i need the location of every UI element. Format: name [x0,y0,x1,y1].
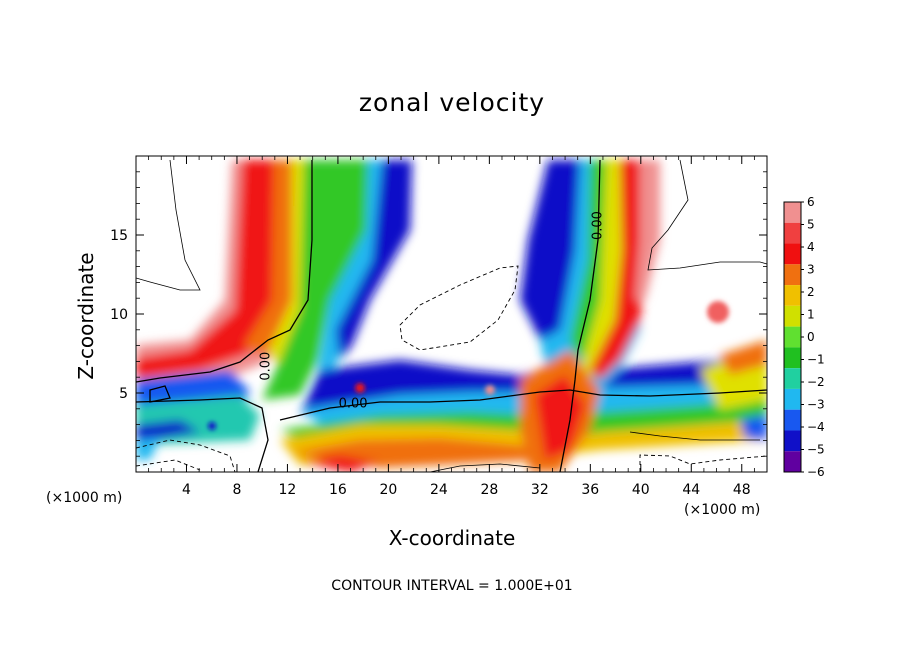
x-tick-label: 48 [733,482,751,498]
colorbar-label: −6 [807,465,825,479]
x-axis-label: X-coordinate [388,526,516,550]
contour-neg-center [399,265,519,351]
colorbar-label: 1 [807,308,815,322]
field-blob-pink [707,301,729,323]
field-band-cyan-corner [136,438,160,460]
colorbar-swatch-1 [784,305,801,327]
field-band-blue-left [336,160,412,360]
x-tick-label: 20 [379,482,397,498]
field-band-red-layer [300,455,380,472]
colorbar-label: −2 [807,375,825,389]
colorbar-label: 6 [807,195,815,209]
x-tick-label: 32 [531,482,549,498]
colorbar-label: 5 [807,218,815,232]
y-tick-label: 5 [119,386,128,402]
x-tick-label: 36 [581,482,599,498]
x-tick-label: 12 [279,482,297,498]
colorbar-swatch--4 [784,409,801,431]
y-tick-label: 10 [110,307,128,323]
contour-neg-lowleft2 [136,459,201,471]
contour-interval-text: CONTOUR INTERVAL = 1.000E+01 [331,578,573,594]
colorbar-swatch--1 [784,347,801,369]
field-blob-red [355,383,365,393]
x-tick-label: 24 [430,482,448,498]
colorbar-swatch--6 [784,451,801,472]
colorbar-label: −4 [807,420,825,434]
field-band-red-left [136,160,296,378]
contour-pos-lowright [629,431,760,441]
colorbar-swatch-2 [784,285,801,306]
field-band-orange-lowright [720,340,767,375]
chart-title: zonal velocity [358,88,546,117]
x-tick-label: 8 [232,482,241,498]
field-band-pink-right [635,160,660,300]
colorbar-label: 4 [807,240,815,254]
colorbar-label: 0 [807,330,815,344]
contour-label: 0.00 [258,352,273,381]
colorbar-label: −5 [807,443,825,457]
contour-neg-lowleft [136,439,236,472]
field-band-navy-lowleft [136,420,200,442]
contour-zero-right [559,159,601,472]
contour-zero-island [149,385,171,403]
contour-label: 0.00 [339,397,368,412]
x-tick-label: 16 [329,482,347,498]
x-tick-label: 4 [182,482,191,498]
contour-zero-layer [279,389,767,421]
field-blob-pink-small [485,385,495,395]
x-unit-label-left: (×1000 m) [46,490,123,506]
contour-neg-lowright [639,454,767,472]
colorbar-swatch--2 [784,368,801,389]
x-tick-label: 40 [632,482,650,498]
field-band-blue-lowright [740,415,767,440]
contour-pos-bottom [429,463,541,472]
contour-zero-lowleft [136,397,269,472]
x-tick-label: 28 [480,482,498,498]
contour-pos-upperleft [136,159,201,291]
colorbar-swatch-0 [784,326,801,348]
field-band-green-left [262,160,378,400]
colorbar-swatch-4 [784,243,801,265]
colorbar-label: 3 [807,263,815,277]
contour-zero-left [136,160,313,383]
y-tick-label: 15 [110,228,128,244]
colorbar-swatch--5 [784,430,801,452]
x-unit-label-right: (×1000 m) [684,502,761,518]
colorbar-label: −3 [807,398,825,412]
colorbar-label: −1 [807,353,825,367]
contour-pos-upperright [647,159,767,271]
contour-label: 0.00 [590,211,605,240]
colorbar-label: 2 [807,285,815,299]
colorbar-swatch-5 [784,222,801,244]
field-band-blue-right [520,160,580,340]
colorbar-swatch-3 [784,264,801,286]
colorbar-swatch-6 [784,202,801,223]
colorbar-swatch--3 [784,388,801,410]
velocity-field: 0.00 0.00 0.00 [136,156,767,472]
x-tick-label: 44 [682,482,700,498]
field-blob-navy [208,422,216,430]
